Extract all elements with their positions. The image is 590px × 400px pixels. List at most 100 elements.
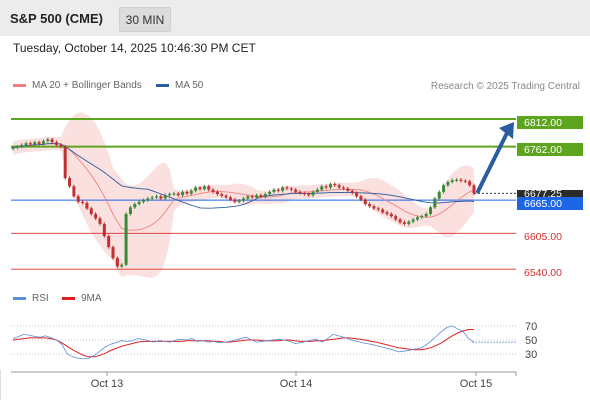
candle-body xyxy=(272,189,276,192)
candle-body xyxy=(159,196,163,199)
candle-body xyxy=(211,189,215,192)
legend-rsi-label: RSI xyxy=(32,293,49,304)
candle-body xyxy=(442,185,446,192)
candle-body xyxy=(172,193,176,195)
level-lines-layer xyxy=(11,117,516,270)
candle-body xyxy=(102,223,106,237)
level-tag-s1: 6605.00 xyxy=(517,230,583,243)
candle-body xyxy=(11,147,15,149)
candle-body xyxy=(133,204,137,208)
candle-body xyxy=(33,142,37,145)
candle-body xyxy=(302,192,306,195)
candle-body xyxy=(50,139,54,143)
candles-layer xyxy=(11,137,476,269)
legend-rsi: RSI xyxy=(13,293,49,304)
candle-body xyxy=(268,191,272,195)
candle-body xyxy=(89,208,93,214)
ma50-line xyxy=(12,143,475,209)
projection-arrow-head xyxy=(499,121,514,139)
candle-body xyxy=(394,216,398,220)
candle-body xyxy=(259,195,263,197)
candle-body xyxy=(189,190,193,194)
candle-body xyxy=(463,180,467,182)
candle-body xyxy=(85,202,89,209)
candle-body xyxy=(333,184,337,186)
candle-body xyxy=(163,195,167,199)
candle-body xyxy=(311,191,315,196)
candle-body xyxy=(124,213,128,265)
candle-body xyxy=(407,221,411,224)
candle-body xyxy=(363,199,367,205)
candle-body xyxy=(450,180,454,182)
candle-body xyxy=(376,208,380,210)
candle-body xyxy=(350,190,354,193)
candle-body xyxy=(146,198,150,201)
candle-body xyxy=(76,196,80,202)
candle-body xyxy=(389,213,393,217)
candle-body xyxy=(150,197,154,199)
candle-body xyxy=(176,193,180,196)
candle-body xyxy=(128,207,132,214)
candle-body xyxy=(20,144,24,147)
candle-body xyxy=(398,219,402,223)
candle-body xyxy=(81,201,85,203)
legend-rsi-ma: 9MA xyxy=(62,293,102,304)
candle-body xyxy=(168,194,172,196)
candle-body xyxy=(202,186,206,190)
level-tag-current: 6677.25 xyxy=(517,189,583,200)
candle-body xyxy=(181,191,185,196)
x-tick-label: Oct 14 xyxy=(280,378,312,390)
x-axis-layer: Oct 13 Oct 14 Oct 15 xyxy=(11,371,517,390)
candle-body xyxy=(137,201,141,205)
candle-body xyxy=(228,197,232,200)
level-tag-r1: 6762.00 xyxy=(517,143,583,156)
candle-body xyxy=(294,189,298,192)
candle-body xyxy=(107,236,111,248)
legend-rsi-ma-label: 9MA xyxy=(81,293,102,304)
candle-body xyxy=(472,185,476,194)
rsi-swatch xyxy=(13,297,26,300)
candle-body xyxy=(63,146,67,179)
candle-body xyxy=(155,196,159,198)
candle-body xyxy=(215,191,219,195)
candle-body xyxy=(459,179,463,181)
candle-body xyxy=(289,188,293,190)
candle-body xyxy=(250,196,254,198)
moving-average-layer xyxy=(12,143,475,231)
candle-body xyxy=(298,191,302,193)
candle-body xyxy=(15,146,19,148)
candle-body xyxy=(424,213,428,217)
candle-body xyxy=(246,196,250,199)
candle-body xyxy=(24,143,28,145)
candle-body xyxy=(411,219,415,222)
candle-body xyxy=(285,187,289,189)
timeframe-selector[interactable]: 30 MIN xyxy=(119,7,171,32)
candle-body xyxy=(337,185,341,188)
candle-body xyxy=(68,178,72,187)
candle-body xyxy=(28,143,32,145)
candle-body xyxy=(46,139,50,142)
candle-body xyxy=(37,142,41,144)
candle-body xyxy=(54,142,58,145)
candle-body xyxy=(281,187,285,191)
level-tag-r2: 6812.00 xyxy=(517,116,583,129)
candle-body xyxy=(237,200,241,202)
projection-arrow-shaft xyxy=(476,130,509,194)
candle-body xyxy=(41,141,45,144)
candle-body xyxy=(224,195,228,198)
candle-body xyxy=(402,222,406,224)
candle-body xyxy=(194,187,198,191)
candle-body xyxy=(94,213,98,219)
symbol-title: S&P 500 (CME) xyxy=(10,11,103,26)
legend-ma50: MA 50 xyxy=(156,80,203,91)
rsi-tick-label: 50 xyxy=(525,335,537,347)
pane-divider xyxy=(0,370,1,400)
candle-body xyxy=(437,191,441,199)
candle-body xyxy=(98,218,102,224)
candle-body xyxy=(355,192,359,197)
candle-body xyxy=(185,191,189,194)
ma20-swatch xyxy=(13,84,26,87)
candle-body xyxy=(433,198,437,208)
candle-body xyxy=(141,200,145,202)
